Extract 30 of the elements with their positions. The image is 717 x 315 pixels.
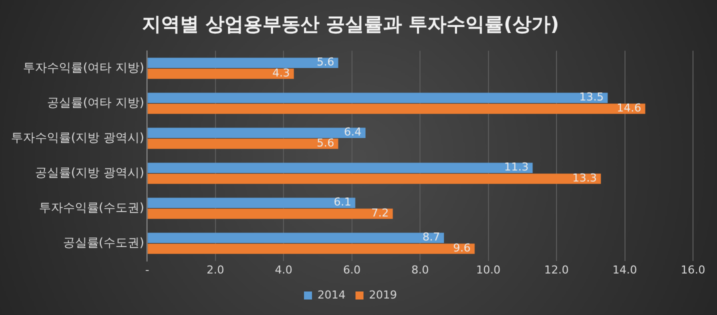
data-label: 4.3: [272, 66, 290, 80]
x-tick-label: 16.0: [680, 263, 706, 276]
data-label: 6.4: [344, 126, 362, 139]
data-label: 13.3: [572, 172, 597, 185]
data-label: 14.6: [616, 102, 642, 115]
y-tick-label: 투자수익률(여타 지방): [22, 60, 144, 74]
legend-label: 2019: [369, 288, 397, 302]
x-tick-label: -: [145, 263, 150, 276]
x-tick-label: 12.0: [544, 263, 569, 276]
data-label: 13.5: [579, 90, 604, 104]
y-tick-label: 투자수익률(지방 광역시): [10, 130, 144, 144]
y-tick-label: 공실률(여타 지방): [46, 95, 144, 110]
y-tick-label: 공실률(수도권): [62, 235, 144, 250]
x-tick-label: 2.0: [206, 263, 224, 276]
x-tick-label: 14.0: [612, 263, 638, 276]
data-label: 5.6: [316, 56, 334, 69]
x-tick-label: 8.0: [411, 263, 429, 276]
x-tick-label: 4.0: [274, 263, 292, 276]
legend-label: 2014: [318, 288, 346, 302]
x-tick-label: 10.0: [476, 263, 501, 276]
data-label: 8.7: [422, 230, 440, 244]
data-label: 9.6: [453, 242, 471, 255]
chart-title: 지역별 상업용부동산 공실률과 투자수익률(상가): [142, 13, 560, 36]
data-label: 5.6: [316, 136, 334, 150]
y-tick-label: 투자수익률(수도권): [38, 200, 144, 214]
y-tick-label: 공실률(지방 광역시): [34, 165, 144, 180]
data-label: 6.1: [334, 196, 352, 209]
x-tick-label: 6.0: [343, 263, 361, 276]
data-label: 11.3: [504, 160, 529, 174]
data-label: 7.2: [371, 206, 389, 220]
